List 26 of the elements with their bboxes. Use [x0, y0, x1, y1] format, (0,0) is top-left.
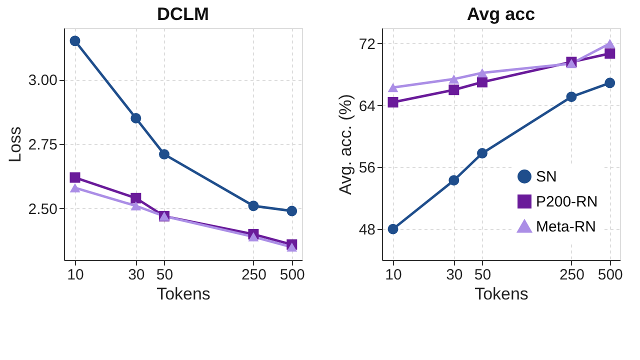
y-tick-label: 56 [358, 160, 376, 177]
x-tick-label: 250 [559, 266, 584, 284]
x-tick-label: 50 [474, 266, 492, 284]
x-tick-label: 50 [156, 266, 174, 284]
x-tick-label: 10 [67, 266, 84, 284]
y-axis-title: Loss [5, 126, 24, 162]
x-tick-label: 250 [241, 266, 266, 284]
legend-label: Meta-RN [536, 218, 596, 236]
chart-title: Avg acc [466, 4, 536, 24]
y-tick-label: 48 [358, 222, 376, 239]
y-tick-label: 2.75 [28, 136, 58, 154]
x-tick-label: 30 [128, 266, 145, 284]
y-tick-label: 72 [358, 36, 376, 53]
y-tick-label: 3.00 [28, 72, 58, 90]
legend-label: P200-RN [536, 194, 598, 210]
y-tick-label: 64 [358, 98, 376, 115]
x-tick-label: 500 [598, 266, 623, 284]
x-axis-title: Tokens [474, 284, 528, 304]
chart-title: DCLM [157, 4, 209, 24]
y-tick-label: 2.50 [28, 200, 58, 218]
legend-label: SN [536, 168, 557, 186]
x-tick-label: 30 [446, 266, 463, 284]
x-tick-label: 10 [385, 266, 402, 284]
x-axis-title: Tokens [156, 284, 210, 304]
x-tick-label: 500 [280, 266, 305, 284]
y-axis-title: Avg. acc. (%) [336, 94, 355, 195]
